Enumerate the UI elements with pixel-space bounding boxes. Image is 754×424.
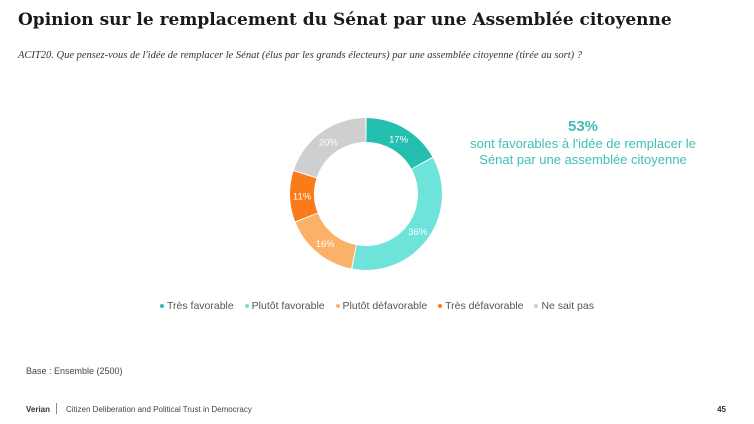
- legend-dot-icon: [160, 304, 164, 309]
- legend-label: Très favorable: [167, 300, 234, 312]
- donut-slice-tres-defavorable: [290, 171, 318, 222]
- data-label-tres-defavorable: 11%: [293, 192, 312, 203]
- base-note: Base : Ensemble (2500): [26, 366, 123, 376]
- legend-label: Ne sait pas: [541, 300, 594, 312]
- data-label-plutot-favorable: 36%: [408, 227, 428, 238]
- legend-dot-icon: [244, 304, 249, 309]
- donut-slice-tres-favorable: [366, 118, 433, 169]
- key-figure-value: 53%: [567, 118, 599, 135]
- legend-item-plutot-favorable: Plutôt favorable: [244, 300, 325, 312]
- footer-text: Citizen Deliberation and Political Trust…: [66, 405, 252, 414]
- donut-slice-ne-sait-pas: [293, 118, 366, 178]
- page-title: Opinion sur le remplacement du Sénat par…: [18, 10, 672, 30]
- footer-brand-logo: Verian: [26, 405, 51, 414]
- legend-label: Très défavorable: [445, 300, 524, 312]
- legend-item-tres-defavorable: Très défavorable: [438, 300, 524, 312]
- page-number: 45: [717, 405, 726, 414]
- key-figure-callout: 53% sont favorables à l'idée de remplace…: [448, 118, 718, 168]
- donut-slice-plutot-favorable: [352, 157, 442, 270]
- question-text: ACIT20. Que pensez-vous de l'idée de rem…: [18, 50, 583, 61]
- key-figure-line-1: sont favorables à l'idée de remplacer le: [470, 136, 696, 151]
- data-label-ne-sait-pas: 20%: [319, 138, 339, 149]
- legend-item-ne-sait-pas: Ne sait pas: [534, 300, 594, 312]
- key-figure-line-2: Sénat par une assemblée citoyenne: [479, 152, 687, 167]
- legend-item-tres-favorable: Très favorable: [160, 300, 234, 312]
- data-label-tres-favorable: 17%: [389, 134, 409, 145]
- legend-dot-icon: [438, 304, 443, 309]
- legend-label: Plutôt défavorable: [342, 300, 428, 312]
- footer-divider: [56, 403, 57, 414]
- chart-legend: Très favorable Plutôt favorable Plutôt d…: [0, 300, 754, 312]
- legend-label: Plutôt favorable: [251, 300, 325, 312]
- legend-dot-icon: [534, 304, 539, 309]
- legend-item-plutot-defavorable: Plutôt défavorable: [335, 300, 428, 312]
- data-label-plutot-defavorable: 16%: [316, 239, 336, 250]
- donut-slice-plutot-defavorable: [295, 213, 356, 269]
- legend-dot-icon: [335, 304, 340, 309]
